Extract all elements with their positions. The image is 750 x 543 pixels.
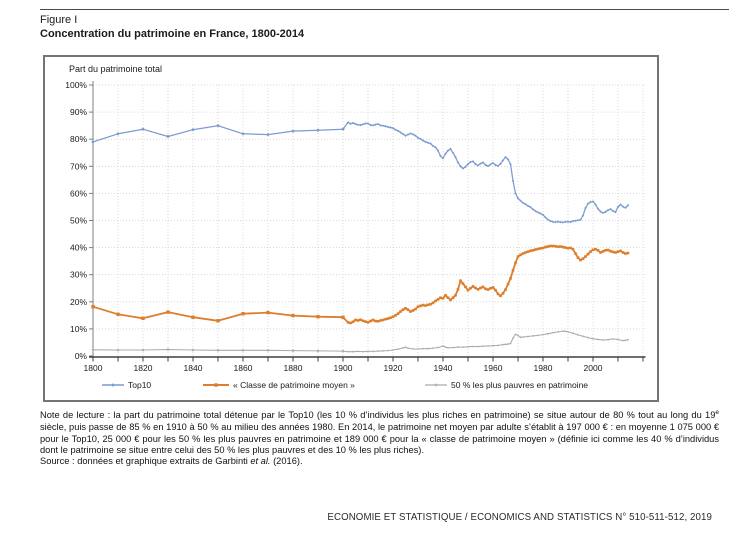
legend-label: « Classe de patrimoine moyen » <box>233 380 355 390</box>
y-tick-label: 90% <box>70 107 87 117</box>
legend-label: 50 % les plus pauvres en patrimoine <box>451 380 588 390</box>
y-axis-title: Part du patrimoine total <box>69 64 162 74</box>
note-segment: siècle, puis passe de 85 % en 1910 à 50 … <box>40 421 719 456</box>
note-text: Note de lecture : la part du patrimoine … <box>40 407 719 457</box>
top-divider <box>40 9 729 10</box>
x-tick-label: 1860 <box>234 363 253 373</box>
y-tick-label: 100% <box>65 80 87 90</box>
y-tick-label: 60% <box>70 188 87 198</box>
note-segment: e <box>715 409 719 416</box>
wealth-concentration-chart: 0% 10% 20% 30% 40% 50% 60% 70% 80% 90% 100% 1800 182… <box>65 64 646 390</box>
legend-item: 50 % les plus pauvres en patrimoine <box>425 380 588 390</box>
chart-frame: 0% 10% 20% 30% 40% 50% 60% 70% 80% 90% 100% 1800 182… <box>43 55 659 402</box>
y-tick-label: 0% <box>75 351 88 361</box>
x-tick-label: 1880 <box>284 363 303 373</box>
y-tick-label: 20% <box>70 297 87 307</box>
journal-footer: ECONOMIE ET STATISTIQUE / ECONOMICS AND … <box>327 512 712 523</box>
y-tick-label: 80% <box>70 134 87 144</box>
x-tick-label: 1940 <box>434 363 453 373</box>
x-tick-label: 2000 <box>584 363 603 373</box>
note-segment: (2016). <box>270 456 303 466</box>
series-top10 <box>91 121 630 224</box>
note-segment: Note de lecture : la part du patrimoine … <box>40 410 716 421</box>
x-tick-label: 1920 <box>384 363 403 373</box>
x-tick-label: 1820 <box>134 363 153 373</box>
x-axis: 1800 1820 1840 1860 1880 1900 1920 1940 1960 1980… <box>84 356 646 373</box>
figure-title: Concentration du patrimoine en France, 1… <box>40 28 305 40</box>
legend-item: Top10 <box>102 380 151 390</box>
legend-item: « Classe de patrimoine moyen » <box>203 380 355 390</box>
x-tick-label: 1840 <box>184 363 203 373</box>
note-segment: et al. <box>250 456 271 466</box>
x-tick-label: 1960 <box>484 363 503 373</box>
gridlines <box>93 84 646 357</box>
y-tick-label: 10% <box>70 324 87 334</box>
figure-label: Figure I <box>40 14 78 26</box>
legend: Top10 « Classe de patrimoine moyen » 50 % … <box>102 380 588 390</box>
x-tick-label: 1800 <box>84 363 103 373</box>
note-segment: Source : données et graphique extraits d… <box>40 456 251 466</box>
series-middle40 <box>91 244 630 325</box>
y-tick-label: 50% <box>70 216 87 226</box>
y-tick-label: 30% <box>70 270 87 280</box>
y-tick-label: 70% <box>70 161 87 171</box>
y-axis-title-text: Part du patrimoine total <box>69 64 162 74</box>
source-text: Source : données et graphique extraits d… <box>40 456 719 468</box>
x-tick-label: 1900 <box>334 363 353 373</box>
series-bottom50 <box>91 330 630 353</box>
y-axis: 0% 10% 20% 30% 40% 50% 60% 70% 80% 90% 100% <box>65 80 94 361</box>
x-tick-label: 1980 <box>534 363 553 373</box>
legend-label: Top10 <box>128 380 151 390</box>
y-tick-label: 40% <box>70 243 87 253</box>
